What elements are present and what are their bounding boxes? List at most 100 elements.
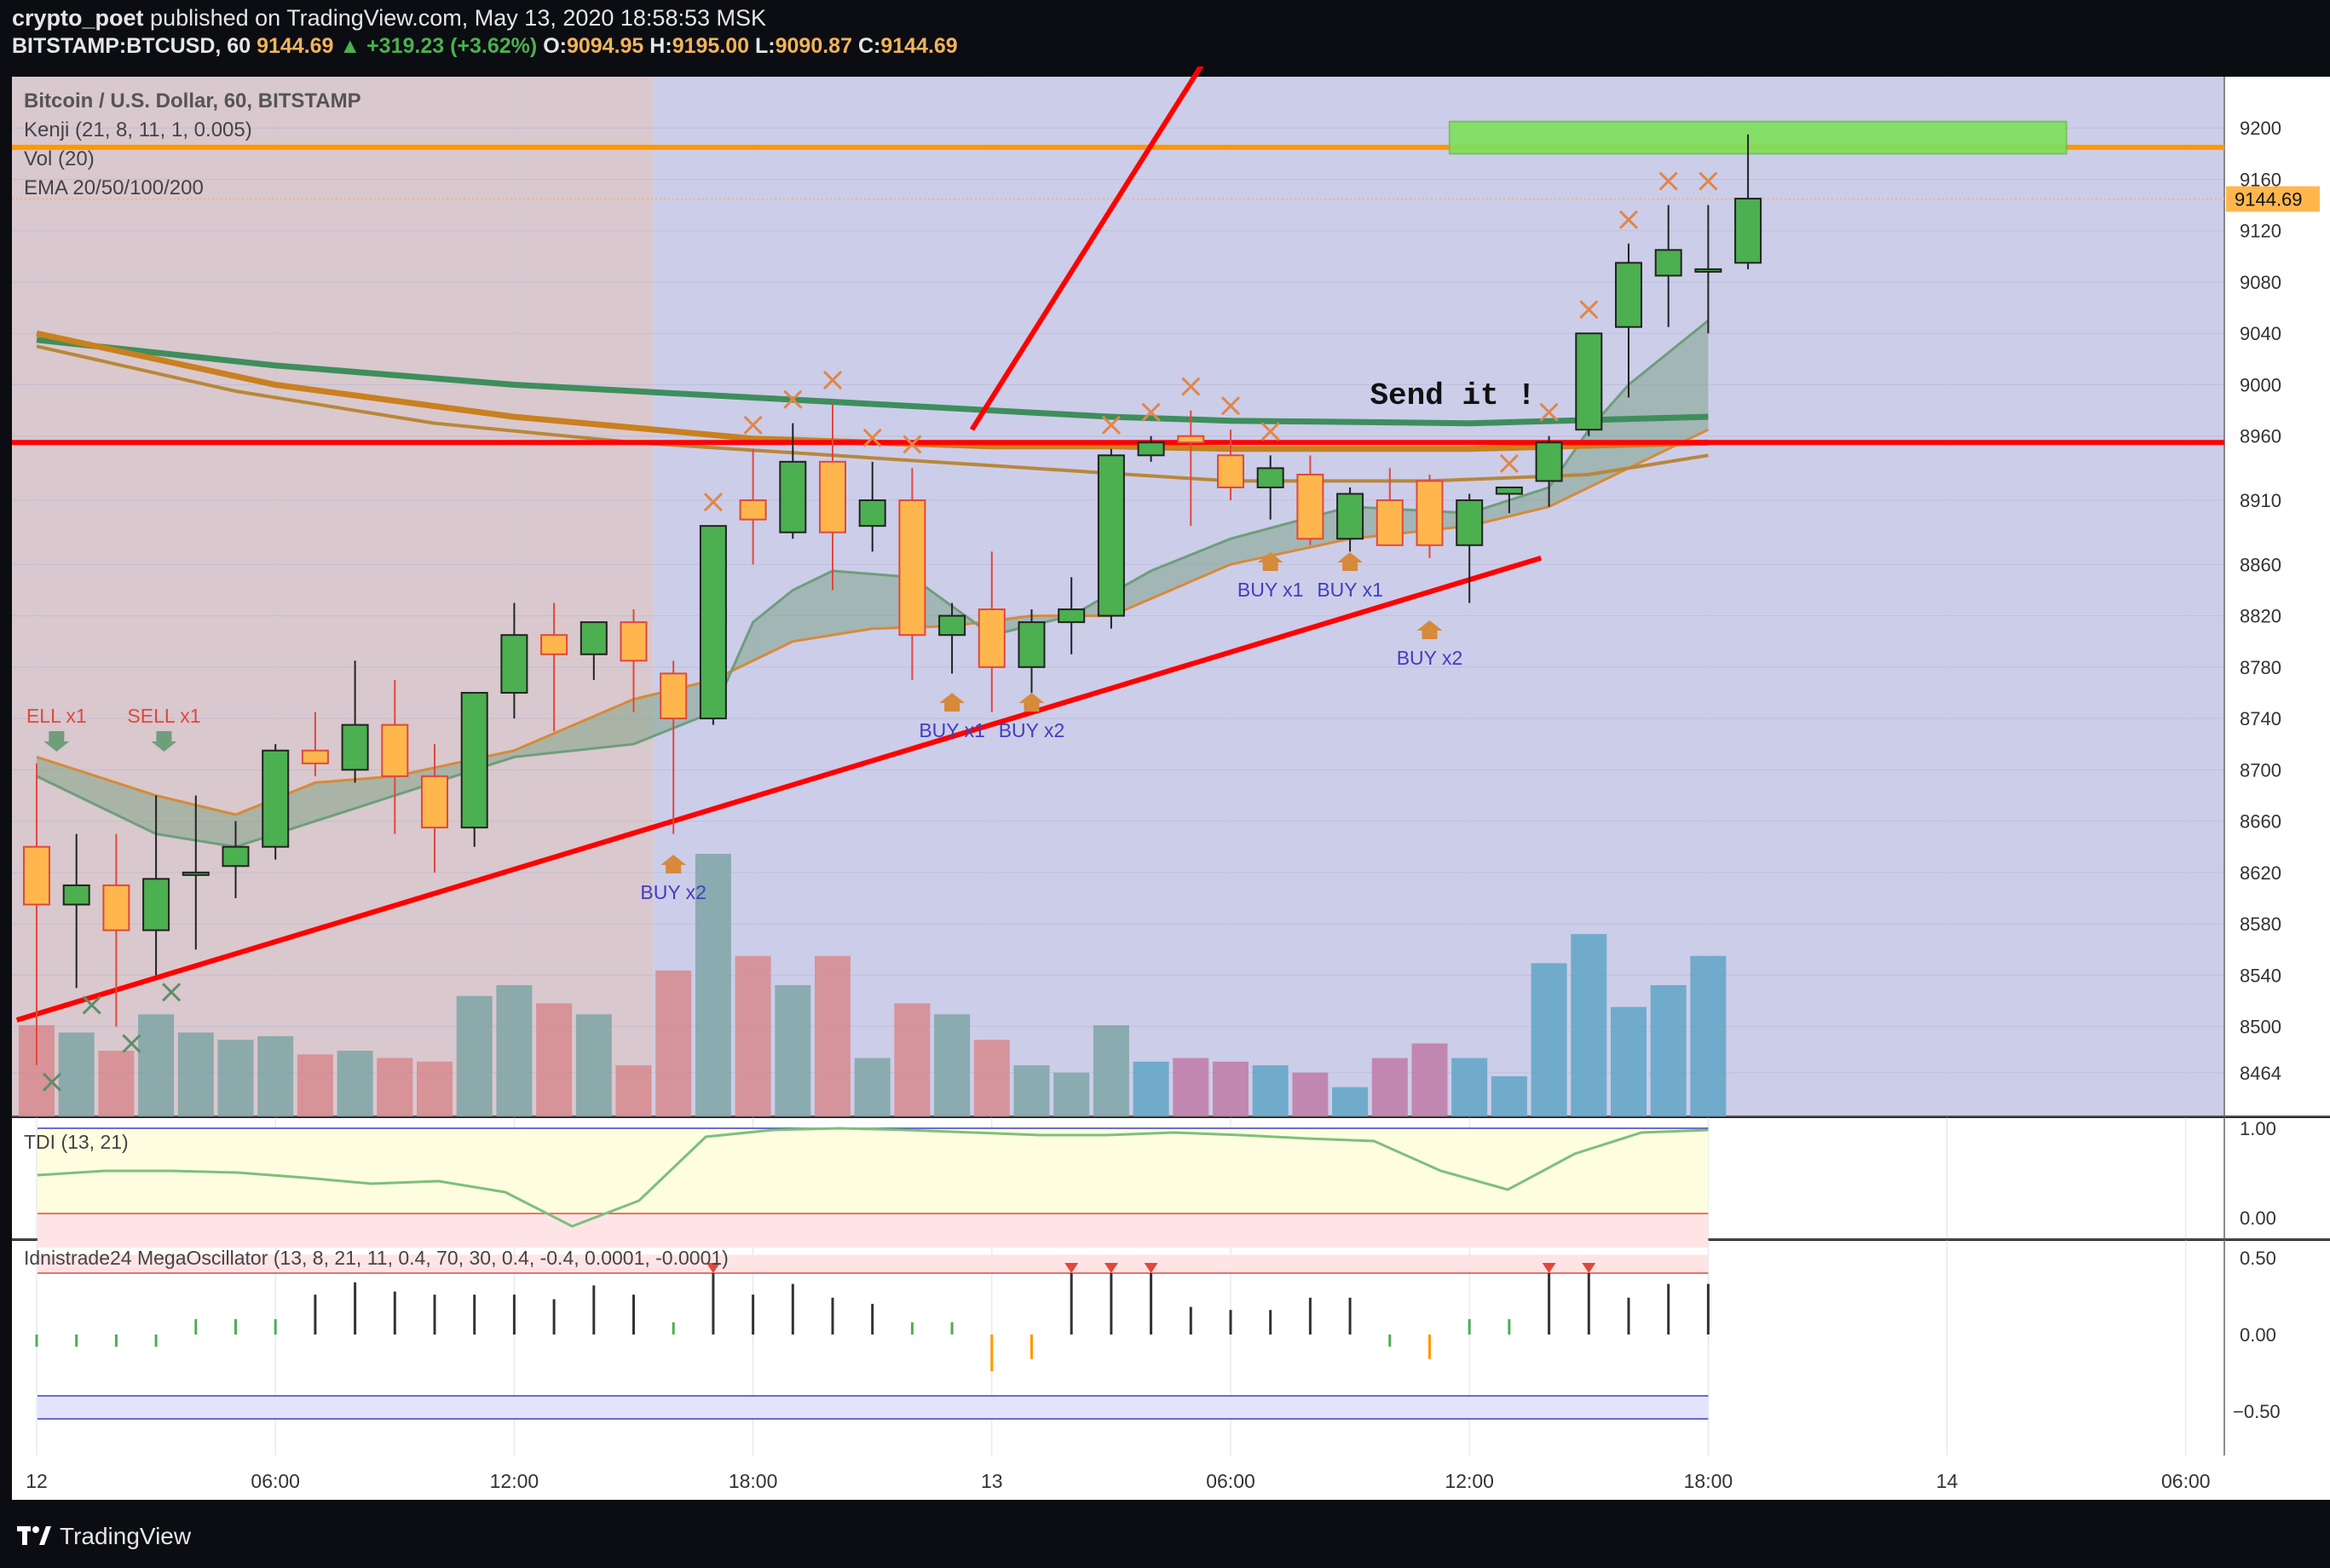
candle-body [1734, 198, 1762, 264]
tdi-neutral-band [37, 1128, 1709, 1213]
volume-bar [337, 1051, 373, 1116]
price-tick-label: 8780 [2240, 657, 2281, 678]
annotation-text: Send it ! [1370, 378, 1535, 413]
buy-signal: BUY x2 [640, 855, 706, 903]
buy-signal-label: BUY x1 [1237, 579, 1304, 601]
candle-body [1217, 454, 1244, 488]
ema-100-line [36, 330, 1709, 453]
exit-marker-stroke [162, 983, 182, 1002]
volume-bar [1531, 963, 1567, 1116]
candle-body [1177, 435, 1205, 444]
candle-body [739, 499, 767, 521]
exit-marker [1101, 415, 1121, 435]
volume-bar [1173, 1058, 1209, 1116]
exit-marker-stroke [743, 415, 763, 435]
buy-signal: BUY x1 [1317, 552, 1383, 601]
candle-body [540, 634, 568, 655]
oscillator-tick-label: 0.00 [2240, 1324, 2276, 1346]
candle [341, 660, 369, 783]
buy-arrow-icon [660, 855, 687, 873]
legend-title[interactable]: Bitcoin / U.S. Dollar, 60, BITSTAMP [24, 89, 361, 112]
candle [1097, 448, 1125, 629]
candle [779, 423, 807, 539]
volume-bar [1611, 1006, 1647, 1116]
volume-bar [1252, 1065, 1289, 1116]
buy-signal: BUY x1 [919, 693, 985, 741]
candle-body [341, 723, 369, 771]
session-shade-day1 [12, 77, 654, 1116]
exit-marker-stroke [1698, 171, 1718, 191]
candle [1217, 429, 1244, 501]
candle [1535, 435, 1563, 507]
volume-bar [58, 1032, 95, 1116]
volume-bar [536, 1003, 573, 1116]
tdi-label: TDI (13, 21) [24, 1131, 129, 1153]
footer-brand[interactable]: TradingView [60, 1523, 192, 1549]
candle [660, 660, 688, 834]
time-axis-bg [12, 1456, 2330, 1500]
exit-marker [1658, 171, 1678, 191]
volume-bar [615, 1065, 652, 1116]
buy-arrow-icon [1018, 693, 1045, 712]
high-label: H: [649, 34, 672, 58]
volume-bar [775, 985, 811, 1116]
target-zone [1448, 120, 2068, 155]
volume-bar [1371, 1058, 1408, 1116]
candle [1296, 455, 1324, 545]
volume-bar [1690, 955, 1727, 1116]
sell-arrow-icon [43, 731, 70, 752]
close-value: 9144.69 [880, 34, 958, 58]
legend-ema[interactable]: EMA 20/50/100/200 [24, 176, 204, 199]
time-tick-label: 13 [981, 1470, 1003, 1492]
candle [102, 833, 130, 1027]
volume-bar [1571, 934, 1607, 1116]
volume-bar [854, 1058, 891, 1116]
price-tick-label: 9040 [2240, 323, 2281, 344]
exit-marker [1141, 402, 1161, 422]
price-tick-label: 8910 [2240, 490, 2281, 511]
chart-canvas[interactable]: 8464 8500 8540 8580 8620 8660 8700 8740 8780 8820… [0, 66, 2330, 1504]
exit-marker [903, 435, 922, 454]
price-tick-label: 9000 [2240, 374, 2281, 395]
candle [1416, 474, 1444, 558]
candle [1615, 243, 1642, 398]
candle [1018, 609, 1046, 693]
volume-bar [1213, 1061, 1249, 1116]
price-tick-label: 8700 [2240, 759, 2281, 781]
exit-marker-stroke [1260, 422, 1280, 441]
candle-body [381, 723, 409, 777]
price-tick-label: 8620 [2240, 862, 2281, 884]
candle [222, 821, 250, 898]
candle-body [500, 634, 528, 694]
price-tick-label: 9200 [2240, 118, 2281, 139]
candle-body [262, 749, 290, 848]
exit-marker-stroke [1539, 402, 1559, 422]
exit-marker [703, 493, 723, 512]
buy-arrow-icon [1416, 620, 1443, 639]
candle [1654, 205, 1682, 327]
volume-bar [1292, 1072, 1329, 1116]
candle [540, 602, 568, 732]
candle-body [1694, 268, 1722, 273]
volume-bar [934, 1014, 971, 1116]
exit-marker [42, 1072, 62, 1092]
legend-volume[interactable]: Vol (20) [24, 147, 95, 170]
legend-kenji[interactable]: Kenji (21, 8, 11, 1, 0.005) [24, 118, 252, 141]
buy-signal-label: BUY x2 [640, 881, 706, 903]
time-tick-label: 12:00 [1445, 1470, 1494, 1492]
candle [182, 795, 210, 950]
candle-body [222, 845, 250, 868]
candle-body [1376, 499, 1404, 546]
candle-body [142, 878, 170, 931]
volume-bar [217, 1040, 254, 1116]
exit-marker-stroke [1101, 415, 1121, 435]
publish-info: crypto_poet published on TradingView.com… [12, 5, 766, 32]
exit-marker-stroke [1499, 453, 1519, 474]
publisher-name[interactable]: crypto_poet [12, 5, 144, 31]
sell-signal: ELL x1 [26, 705, 87, 752]
candle-body [1575, 332, 1603, 431]
candle [1734, 134, 1762, 269]
oscillator-peak-icon [706, 1263, 720, 1273]
exit-marker-stroke [862, 428, 882, 447]
buy-signal: BUY x2 [999, 693, 1064, 741]
